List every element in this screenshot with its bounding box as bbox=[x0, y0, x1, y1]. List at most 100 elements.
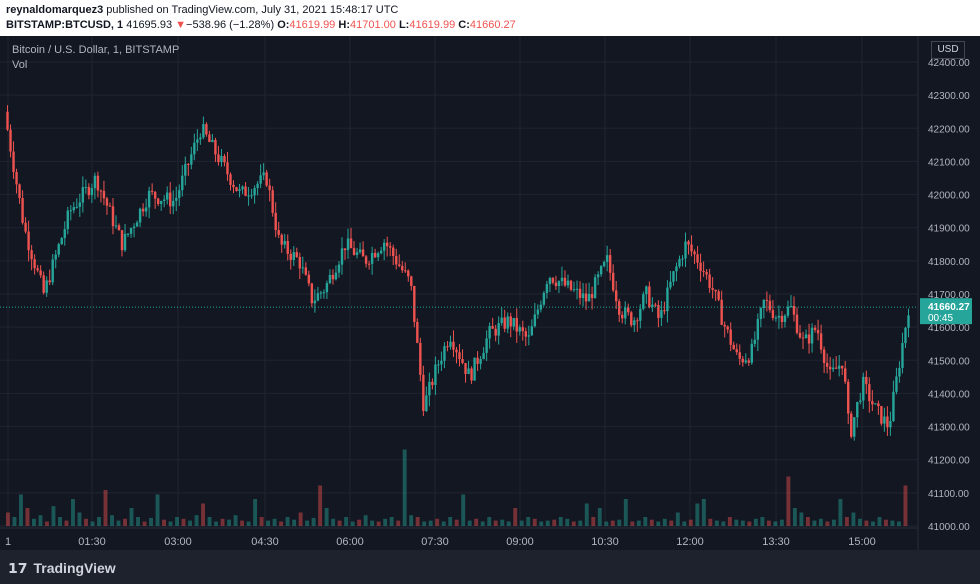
open-value: 41619.99 bbox=[289, 19, 336, 31]
candle-body bbox=[33, 259, 36, 269]
volume-bar bbox=[695, 503, 700, 526]
candle-body bbox=[21, 198, 24, 223]
candle-body bbox=[473, 357, 476, 381]
candle-body bbox=[331, 274, 335, 280]
candle-body bbox=[138, 208, 142, 223]
candle-body bbox=[500, 317, 503, 324]
tradingview-logo[interactable]: 𝟭𝟳 TradingView bbox=[8, 560, 116, 577]
candle-body bbox=[72, 207, 75, 211]
candle-body bbox=[699, 262, 702, 271]
candle-body bbox=[175, 197, 178, 201]
candle-body bbox=[147, 190, 151, 208]
time-tick-label: 13:30 bbox=[762, 536, 790, 548]
candle-body bbox=[744, 360, 747, 363]
volume-bar bbox=[175, 517, 179, 526]
candle-body bbox=[244, 186, 247, 196]
candle-body bbox=[48, 280, 51, 283]
candle-body bbox=[723, 324, 726, 327]
candle-body bbox=[901, 343, 904, 368]
volume-bar bbox=[259, 517, 264, 526]
candle-body bbox=[575, 288, 579, 290]
volume-bar bbox=[168, 521, 173, 526]
volume-bar bbox=[799, 512, 804, 526]
candle-body bbox=[871, 401, 874, 405]
time-tick-label: 15:00 bbox=[848, 536, 876, 548]
candle-body bbox=[756, 319, 760, 340]
volume-bar bbox=[428, 520, 433, 526]
candle-body bbox=[850, 413, 853, 437]
volume-bar bbox=[539, 521, 544, 526]
candle-body bbox=[334, 272, 338, 280]
volume-bar bbox=[643, 517, 648, 526]
volume-bar bbox=[831, 519, 836, 526]
candle-body bbox=[304, 267, 308, 275]
publish-header: reynaldomarquez3 published on TradingVie… bbox=[0, 0, 980, 36]
volume-bar bbox=[883, 519, 888, 526]
candle-body bbox=[587, 294, 591, 302]
candle-body bbox=[226, 162, 229, 175]
volume-bar bbox=[623, 499, 628, 526]
candle-body bbox=[720, 299, 723, 325]
candle-body bbox=[452, 341, 455, 350]
candle-body bbox=[214, 139, 217, 155]
candle-body bbox=[129, 228, 133, 234]
candle-body bbox=[30, 250, 33, 260]
candle-body bbox=[428, 381, 431, 396]
price-axis[interactable]: 41000.00 41100.00 41200.00 41300.00 41400.00… bbox=[917, 25, 970, 550]
candle-body bbox=[150, 190, 154, 192]
publisher-name[interactable]: reynaldomarquez3 bbox=[6, 4, 104, 16]
volume-bar bbox=[6, 512, 10, 526]
volume-bar bbox=[227, 519, 232, 526]
candle-body bbox=[678, 259, 681, 267]
candle-body bbox=[277, 230, 280, 235]
time-axis[interactable]: 1 01:30 03:00 04:30 06:00 07:30 09:00 10:30 12:0… bbox=[0, 527, 918, 548]
candle-body bbox=[521, 327, 524, 332]
candle-body bbox=[102, 190, 106, 199]
candle-body bbox=[807, 334, 811, 344]
volume-bar bbox=[688, 519, 693, 526]
candle-body bbox=[181, 175, 184, 191]
candle-body bbox=[223, 155, 226, 163]
volume-bar bbox=[896, 521, 901, 526]
candle-body bbox=[768, 300, 772, 311]
candle-body bbox=[401, 265, 404, 271]
volume-bar bbox=[253, 499, 258, 526]
candle-body bbox=[241, 186, 244, 190]
candle-body bbox=[774, 317, 778, 319]
volume-bar bbox=[636, 520, 641, 526]
candle-body bbox=[904, 327, 907, 344]
volume-bar bbox=[110, 515, 114, 526]
volume-bar bbox=[727, 517, 732, 526]
volume-bar bbox=[201, 503, 206, 526]
candle-body bbox=[636, 320, 639, 322]
candle-body bbox=[66, 210, 69, 230]
volume-bar bbox=[903, 485, 908, 526]
candlestick-chart[interactable]: 41000.00 41100.00 41200.00 41300.00 41400.00… bbox=[0, 25, 980, 550]
price-tick-label: 41900.00 bbox=[928, 224, 970, 235]
currency-button[interactable]: USD bbox=[931, 41, 965, 59]
candle-body bbox=[81, 187, 85, 203]
candle-body bbox=[789, 305, 793, 307]
candle-body bbox=[346, 238, 350, 251]
candle-body bbox=[533, 314, 537, 327]
tradingview-logo-icon: 𝟭𝟳 bbox=[8, 560, 28, 576]
candle-body bbox=[841, 365, 844, 369]
candle-body bbox=[407, 270, 410, 277]
volume-bar bbox=[753, 518, 758, 526]
price-tick-label: 41000.00 bbox=[928, 522, 970, 533]
candle-body bbox=[268, 185, 271, 191]
chart-area[interactable]: 41000.00 41100.00 41200.00 41300.00 41400.00… bbox=[0, 25, 980, 550]
candle-body bbox=[898, 367, 901, 377]
brand-name: TradingView bbox=[33, 560, 116, 576]
volume-bar bbox=[357, 519, 362, 526]
candle-body bbox=[880, 406, 883, 424]
volume-bar bbox=[214, 521, 219, 526]
candle-body bbox=[831, 367, 835, 370]
price-tick-label: 41700.00 bbox=[928, 290, 970, 301]
candle-body bbox=[193, 142, 196, 155]
candle-body bbox=[907, 315, 910, 328]
candle-body bbox=[419, 342, 422, 375]
candle-body bbox=[792, 305, 796, 315]
candle-body bbox=[172, 200, 175, 207]
candle-body bbox=[596, 274, 600, 278]
